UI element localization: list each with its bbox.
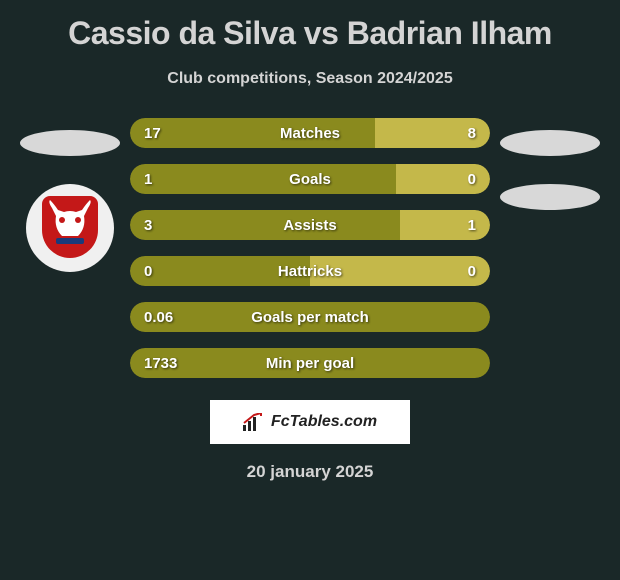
bull-icon (46, 200, 94, 244)
club-ellipse-right (500, 184, 600, 210)
player-ellipse-right (500, 130, 600, 156)
stat-label: Assists (130, 217, 490, 234)
stat-row: 178Matches (130, 118, 490, 148)
stat-label: Hattricks (130, 263, 490, 280)
branding-text: FcTables.com (271, 413, 377, 431)
stat-label: Matches (130, 125, 490, 142)
right-column (490, 118, 600, 378)
page-title: Cassio da Silva vs Badrian Ilham (68, 15, 552, 52)
date-footer: 20 january 2025 (247, 462, 374, 482)
club-badge-left (26, 184, 114, 272)
badge-graphic (36, 194, 104, 262)
left-column (20, 118, 130, 378)
stat-label: Goals (130, 171, 490, 188)
subtitle: Club competitions, Season 2024/2025 (167, 70, 452, 88)
branding-badge: FcTables.com (210, 400, 410, 444)
stats-area: 178Matches 10Goals 31Assists 00Hattricks 0.0… (0, 118, 620, 378)
infographic-container: Cassio da Silva vs Badrian Ilham Club co… (0, 0, 620, 492)
stat-row: 0.06Goals per match (130, 302, 490, 332)
player-ellipse-left (20, 130, 120, 156)
stat-row: 10Goals (130, 164, 490, 194)
stat-label: Goals per match (130, 309, 490, 326)
stat-row: 31Assists (130, 210, 490, 240)
bars-column: 178Matches 10Goals 31Assists 00Hattricks 0.0… (130, 118, 490, 378)
stat-label: Min per goal (130, 355, 490, 372)
stat-row: 00Hattricks (130, 256, 490, 286)
chart-icon (243, 413, 265, 431)
stat-row: 1733Min per goal (130, 348, 490, 378)
